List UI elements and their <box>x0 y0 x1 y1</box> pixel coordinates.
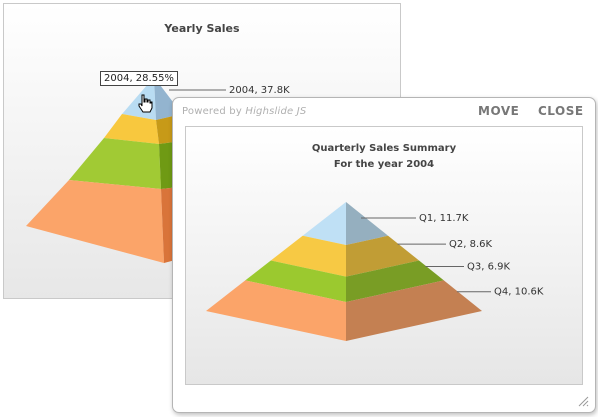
powered-by-credit[interactable]: Powered by Highslide JS <box>182 106 307 117</box>
data-label-q2: Q2, 8.6K <box>449 239 492 250</box>
pyramid-segment-q1-right[interactable] <box>346 202 389 246</box>
yearly-tooltip: 2004, 28.55% <box>100 71 178 86</box>
data-label-q3: Q3, 6.9K <box>467 261 510 272</box>
pyramid-segment-q1-left[interactable] <box>302 202 346 246</box>
pyramid-segment-q4-right[interactable] <box>346 280 482 341</box>
chart-title: Quarterly Sales Summary <box>311 143 457 154</box>
powered-by-brand[interactable]: Highslide JS <box>245 106 307 117</box>
pyramid-segment-q4-left[interactable] <box>206 280 346 341</box>
pyramid-segment-q2-right[interactable] <box>346 235 420 277</box>
pyramid-segment-q2-left[interactable] <box>270 235 346 277</box>
powered-by-prefix: Powered by <box>182 106 242 117</box>
yearly-tier-2-left[interactable] <box>104 114 159 144</box>
move-button[interactable]: MOVE <box>478 104 520 118</box>
yearly-tier-4-left[interactable] <box>26 180 164 263</box>
yearly-chart-title: Yearly Sales <box>164 22 240 35</box>
resize-grip-icon[interactable] <box>577 395 589 407</box>
yearly-data-label: 2004, 37.8K <box>229 85 290 96</box>
pyramid-segment-q3-right[interactable] <box>346 260 444 303</box>
yearly-tier-3-left[interactable] <box>69 138 161 189</box>
chart-subtitle: For the year 2004 <box>333 159 435 170</box>
quarterly-sales-chart: Quarterly Sales Summary For the year 200… <box>185 126 583 385</box>
data-label-q1: Q1, 11.7K <box>419 213 469 224</box>
highslide-popup[interactable]: Powered by Highslide JS MOVE CLOSE Quart… <box>172 97 596 413</box>
pyramid-segment-q3-left[interactable] <box>245 260 346 303</box>
data-label-q4: Q4, 10.6K <box>494 287 544 298</box>
hand-cursor-icon <box>138 94 153 113</box>
quarterly-pyramid-svg: Q1, 11.7K Q2, 8.6K Q3, 6.9K Q4, 10.6K <box>206 202 544 341</box>
close-button[interactable]: CLOSE <box>538 104 584 118</box>
